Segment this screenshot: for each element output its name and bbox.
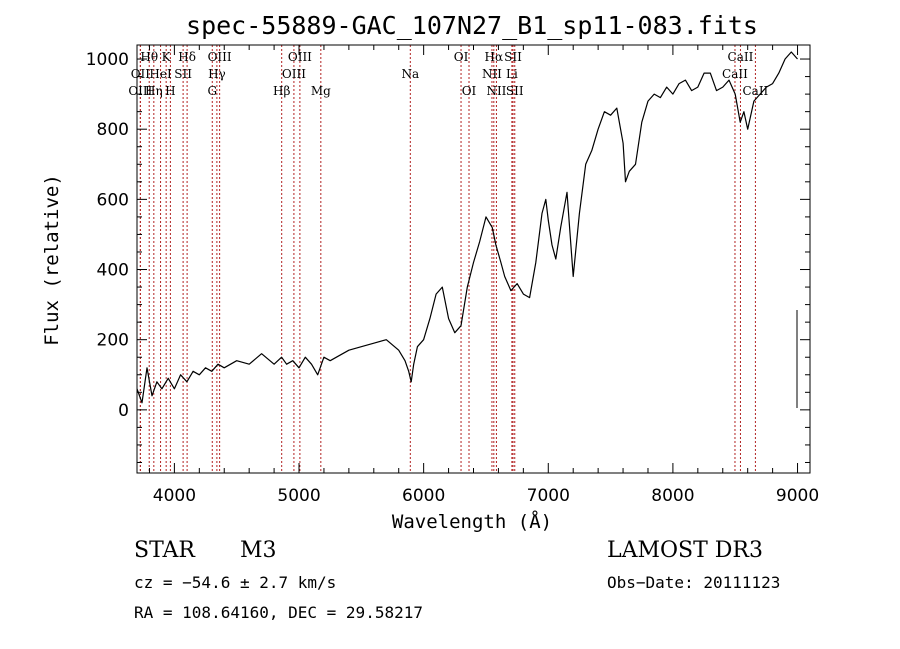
line-marker-label-16: Na (401, 67, 419, 81)
x-tick-label: 7000 (527, 486, 570, 506)
line-marker-label-7: SII (174, 67, 192, 81)
line-marker-label-18: OI (462, 84, 477, 98)
x-tick-label: 9000 (776, 486, 819, 506)
line-marker-labels: HθOIIOIIIHηHeIKHSIIHδGHγOIIIHβOIIIOIIIMg… (128, 50, 768, 98)
line-marker-label-21: NII (486, 84, 506, 98)
line-marker-label-14: OIII (288, 50, 312, 64)
line-marker-label-20: Hα (485, 50, 504, 64)
y-tick-label: 400 (97, 261, 129, 281)
line-marker-label-4: HeI (149, 67, 172, 81)
axis-ticks (137, 45, 810, 473)
line-marker-label-19: NII (482, 67, 502, 81)
y-tick-label: 800 (97, 120, 129, 140)
x-tick-label: 4000 (153, 486, 196, 506)
line-marker-label-23: SII (504, 50, 522, 64)
line-marker-label-2: OIII (128, 84, 152, 98)
line-marker-label-6: H (165, 84, 175, 98)
line-marker-label-8: Hδ (178, 50, 196, 64)
line-marker-label-27: CaII (742, 84, 768, 98)
line-marker-label-15: Mg (311, 84, 331, 98)
spectrum-line (136, 51, 798, 404)
y-tick-label: 600 (97, 190, 129, 210)
line-marker-label-26: CaII (728, 50, 754, 64)
plot-frame (136, 44, 811, 474)
axis-tick-labels: 4000 5000 6000 7000 8000 9000 0 200 400 600 800 100… (86, 50, 819, 506)
x-tick-label: 5000 (277, 486, 320, 506)
x-tick-label: 6000 (402, 486, 445, 506)
y-tick-label: 1000 (86, 50, 129, 70)
line-marker-label-3: Hη (145, 84, 163, 98)
line-marker-label-22: Li (506, 67, 518, 81)
chart-title: spec-55889-GAC_107N27_B1_sp11-083.fits (186, 11, 758, 40)
x-axis-label: Wavelength (Å) (392, 510, 552, 533)
obs-date: Obs−Date: 20111123 (607, 573, 781, 592)
x-tick-label: 8000 (651, 486, 694, 506)
line-marker-label-10: Hγ (208, 67, 226, 81)
y-tick-label: 0 (118, 401, 129, 421)
redshift-cz: cz = −54.6 ± 2.7 km/s (134, 573, 337, 592)
line-marker-label-24: SII (506, 84, 524, 98)
object-class: STAR (134, 538, 195, 563)
line-markers (139, 45, 756, 473)
line-marker-label-13: OIII (282, 67, 306, 81)
y-tick-label: 200 (97, 331, 129, 351)
line-marker-label-0: Hθ (140, 50, 158, 64)
line-marker-label-9: G (207, 84, 217, 98)
line-marker-label-1: OII (131, 67, 151, 81)
line-marker-label-17: OI (454, 50, 469, 64)
subclass: M3 (240, 538, 277, 563)
line-marker-label-11: OIII (208, 50, 232, 64)
coordinates: RA = 108.64160, DEC = 29.58217 (134, 603, 423, 622)
y-axis-label: Flux (relative) (41, 174, 63, 346)
line-marker-label-12: Hβ (273, 84, 290, 98)
line-marker-label-25: CaII (722, 67, 748, 81)
line-marker-label-5: K (162, 50, 172, 64)
survey-name: LAMOST DR3 (607, 538, 763, 563)
